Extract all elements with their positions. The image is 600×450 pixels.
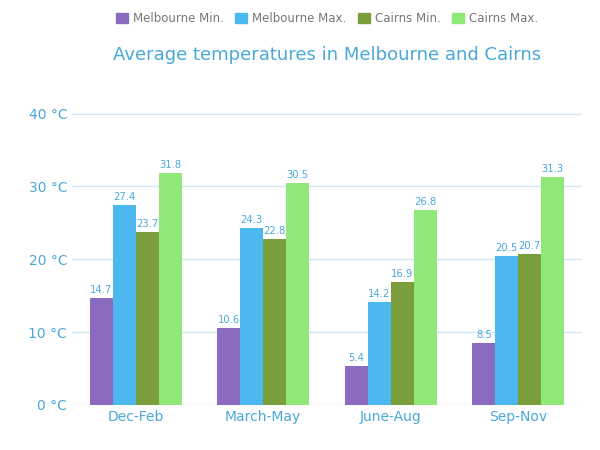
Bar bbox=[217, 328, 241, 405]
Text: 8.5: 8.5 bbox=[476, 330, 492, 340]
Bar bbox=[158, 173, 182, 405]
Text: 20.5: 20.5 bbox=[496, 243, 518, 253]
Bar bbox=[541, 177, 564, 405]
Bar bbox=[472, 343, 496, 405]
Bar bbox=[518, 254, 541, 405]
Bar bbox=[391, 282, 414, 405]
Bar bbox=[286, 183, 309, 405]
Text: 5.4: 5.4 bbox=[349, 353, 364, 363]
Bar bbox=[345, 366, 368, 405]
Text: 14.2: 14.2 bbox=[368, 288, 391, 299]
Text: 27.4: 27.4 bbox=[113, 193, 136, 202]
Text: 24.3: 24.3 bbox=[241, 215, 263, 225]
Bar bbox=[496, 256, 518, 405]
Bar bbox=[263, 239, 286, 405]
Text: 14.7: 14.7 bbox=[90, 285, 112, 295]
Text: 20.7: 20.7 bbox=[518, 241, 541, 251]
Text: 10.6: 10.6 bbox=[218, 315, 240, 325]
Text: 30.5: 30.5 bbox=[287, 170, 309, 180]
Text: 23.7: 23.7 bbox=[136, 220, 158, 230]
Text: 31.3: 31.3 bbox=[542, 164, 564, 174]
Bar bbox=[136, 232, 158, 405]
Bar bbox=[414, 210, 437, 405]
Text: 22.8: 22.8 bbox=[263, 226, 286, 236]
Title: Average temperatures in Melbourne and Cairns: Average temperatures in Melbourne and Ca… bbox=[113, 46, 541, 64]
Text: 31.8: 31.8 bbox=[159, 160, 181, 171]
Text: 26.8: 26.8 bbox=[414, 197, 436, 207]
Bar bbox=[113, 205, 136, 405]
Text: 16.9: 16.9 bbox=[391, 269, 413, 279]
Bar bbox=[368, 302, 391, 405]
Bar bbox=[240, 228, 263, 405]
Bar bbox=[90, 298, 113, 405]
Legend: Melbourne Min., Melbourne Max., Cairns Min., Cairns Max.: Melbourne Min., Melbourne Max., Cairns M… bbox=[112, 7, 542, 29]
